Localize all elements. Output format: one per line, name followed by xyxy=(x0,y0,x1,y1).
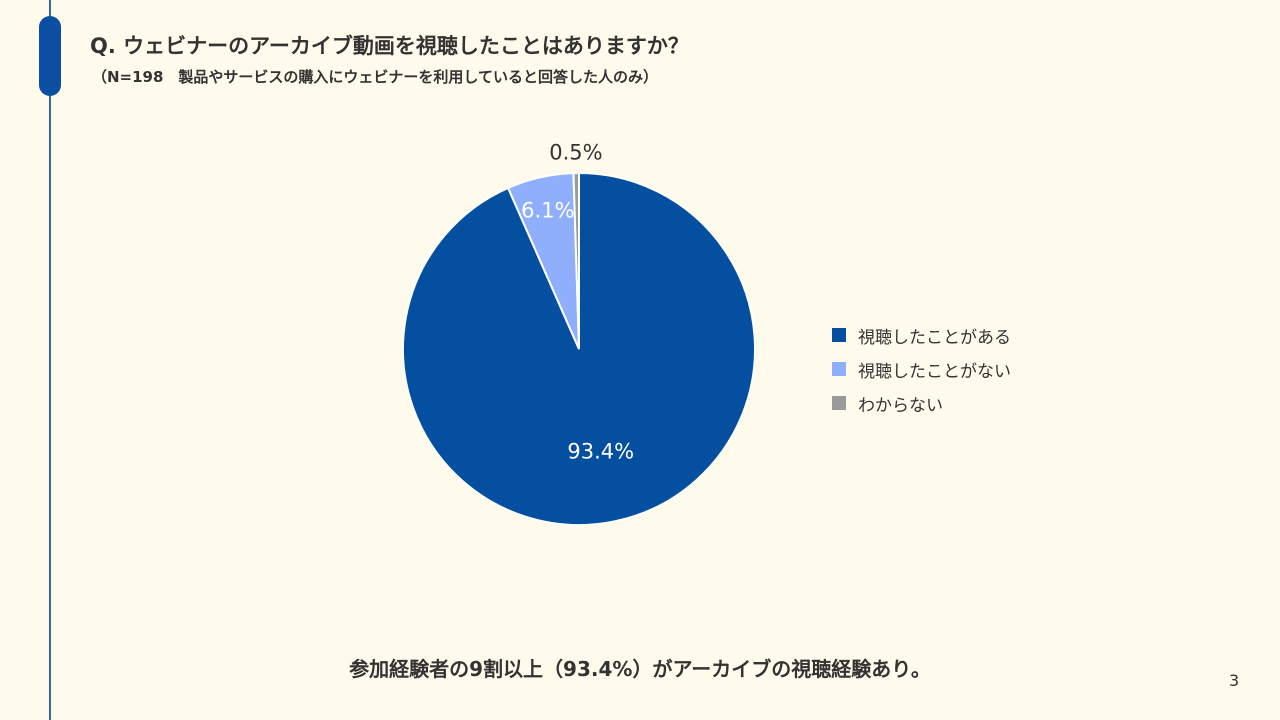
legend-swatch-watched xyxy=(832,328,846,342)
conclusion-text: 参加経験者の9割以上（93.4%）がアーカイブの視聴経験あり。 xyxy=(349,657,931,681)
page-number: 3 xyxy=(1229,671,1240,690)
legend-swatch-unknown xyxy=(832,396,846,410)
legend-label-watched: 視聴したことがある xyxy=(858,327,1011,348)
pie-slices xyxy=(402,171,756,526)
legend-item-not-watched: 視聴したことがない xyxy=(832,352,1011,386)
legend-item-unknown: わからない xyxy=(832,386,1011,420)
label-not-watched: 6.1% xyxy=(521,199,574,223)
legend: 視聴したことがある 視聴したことがない わからない xyxy=(832,318,1011,420)
accent-line xyxy=(49,0,51,720)
slice-unknown xyxy=(572,171,580,350)
label-unknown: 0.5% xyxy=(549,141,602,165)
legend-swatch-not-watched xyxy=(832,362,846,376)
question-title: Q. ウェビナーのアーカイブ動画を視聴したことはありますか？ xyxy=(90,34,689,58)
legend-item-watched: 視聴したことがある xyxy=(832,318,1011,352)
accent-tab xyxy=(39,16,61,96)
question-subtitle: （N=198 製品やサービスの購入にウェビナーを利用していると回答した人のみ） xyxy=(92,68,658,86)
legend-label-unknown: わからない xyxy=(858,395,943,416)
pie-labels: 93.4% 6.1% 0.5% xyxy=(521,141,634,464)
label-watched: 93.4% xyxy=(567,439,634,463)
legend-label-not-watched: 視聴したことがない xyxy=(858,361,1011,382)
